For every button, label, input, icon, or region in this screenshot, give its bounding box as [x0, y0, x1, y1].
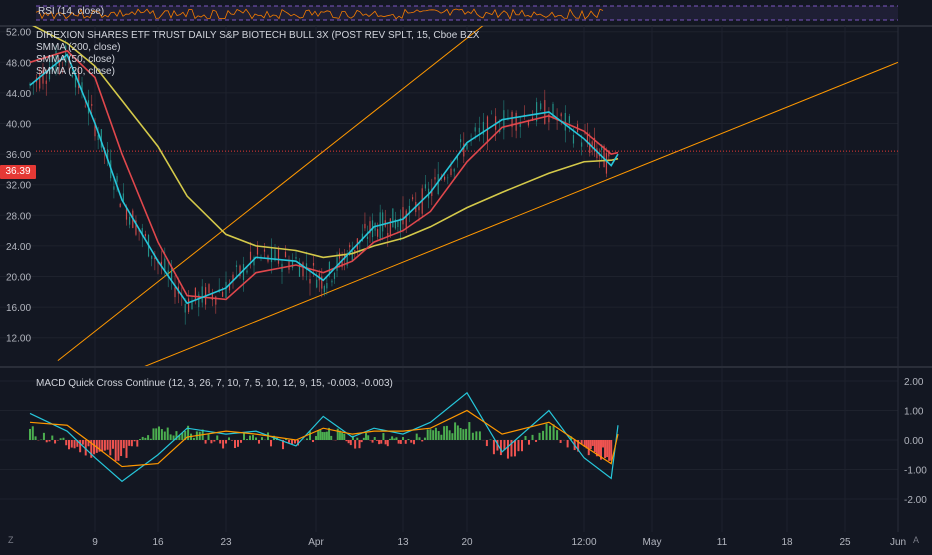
rsi-legend[interactable]: RSI (14, close): [38, 6, 105, 17]
time-tick-label: 16: [152, 537, 164, 548]
trendline: [139, 61, 899, 369]
symbol-title[interactable]: DIREXION SHARES ETF TRUST DAILY S&P BIOT…: [36, 30, 480, 41]
smma-line-0: [29, 23, 619, 259]
time-tick-label: 11: [717, 537, 728, 548]
price-tick-label: 44.00: [6, 89, 31, 100]
macd-line-1: [29, 409, 619, 468]
zoom-icon[interactable]: Z: [8, 535, 14, 545]
pane-divider[interactable]: [0, 25, 932, 27]
macd-line-0: [29, 391, 619, 483]
time-axis[interactable]: 9 16 23 Apr 13 20 12:00 May 11 18 25 Jun Z A: [0, 532, 932, 550]
price-tick-label: 12.00: [6, 334, 31, 345]
macd-chart[interactable]: 2.00 1.00 0.00 -1.00 -2.00: [0, 368, 932, 532]
macd-pane[interactable]: 2.00 1.00 0.00 -1.00 -2.00 MACD Quick Cross …: [0, 368, 932, 532]
macd-tick-label: -2.00: [904, 495, 927, 506]
price-tick-label: 52.00: [6, 28, 31, 39]
macd-tick-label: 0.00: [904, 436, 924, 447]
macd-tick-label: -1.00: [904, 466, 927, 477]
legend-smma200[interactable]: SMMA (200, close): [36, 42, 121, 53]
price-tick-label: 20.00: [6, 273, 31, 284]
rsi-pane: RSI (14, close): [0, 0, 932, 26]
auto-scale-icon[interactable]: A: [913, 535, 920, 545]
price-tick-label: 32.00: [6, 181, 31, 192]
time-tick-label: 12:00: [571, 537, 596, 548]
time-tick-label: 25: [839, 537, 851, 548]
time-tick-label: Apr: [308, 537, 324, 548]
smma-line-2: [29, 53, 619, 305]
last-price-tag: 36.39: [0, 165, 36, 179]
price-tick-label: 40.00: [6, 120, 31, 131]
time-tick-label: 20: [461, 537, 473, 548]
time-tick-label: 9: [92, 537, 98, 548]
price-tick-label: 16.00: [6, 303, 31, 314]
time-tick-label: May: [643, 537, 662, 548]
main-legend: DIREXION SHARES ETF TRUST DAILY S&P BIOT…: [36, 30, 479, 78]
rsi-chart: [35, 5, 898, 21]
legend-smma20[interactable]: SMMA (20, close): [36, 66, 115, 77]
price-tick-label: 36.00: [6, 150, 31, 161]
pane-divider[interactable]: [0, 366, 932, 368]
price-chart[interactable]: 52.00 48.00 44.00 40.00 36.00 32.00 28.00 24.00…: [0, 0, 932, 369]
price-tick-label: 24.00: [6, 242, 31, 253]
smma-line-1: [29, 49, 619, 301]
price-pane[interactable]: 52.00 48.00 44.00 40.00 36.00 32.00 28.00 24.00…: [0, 0, 932, 369]
rsi-line: [35, 8, 604, 21]
time-tick-label: 13: [397, 537, 409, 548]
legend-smma50[interactable]: SMMA (50, close): [36, 54, 115, 65]
time-tick-label: 18: [781, 537, 793, 548]
time-tick-label: Jun: [890, 537, 906, 548]
time-tick-label: 23: [220, 537, 232, 548]
macd-tick-label: 2.00: [904, 377, 924, 388]
time-axis-labels: 9 16 23 Apr 13 20 12:00 May 11 18 25 Jun: [92, 537, 906, 548]
price-tick-label: 48.00: [6, 58, 31, 69]
macd-legend[interactable]: MACD Quick Cross Continue (12, 3, 26, 7,…: [36, 378, 393, 389]
price-tick-label: 28.00: [6, 211, 31, 222]
macd-tick-label: 1.00: [904, 407, 924, 418]
